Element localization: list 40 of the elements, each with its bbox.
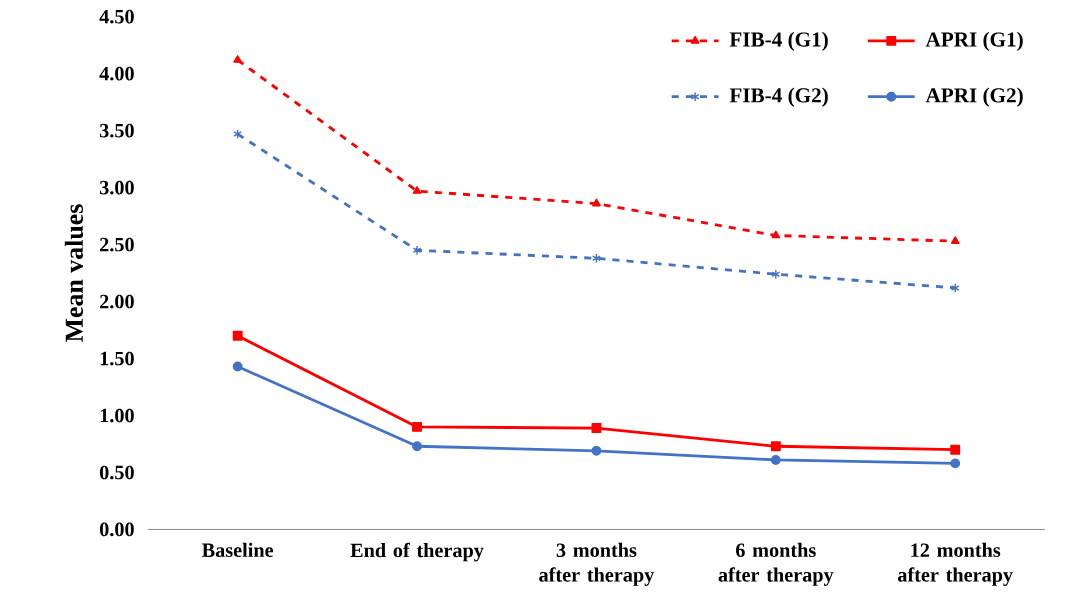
y-tick-label: 3.00: [99, 180, 134, 195]
y-tick-label: 1.50: [100, 351, 134, 366]
point: [950, 444, 961, 455]
y-tick-label: 3.50: [99, 123, 134, 138]
point: [412, 245, 422, 256]
point: [412, 441, 422, 452]
point: [592, 253, 601, 264]
y-tick-label: 2.00: [100, 294, 134, 309]
point: [233, 55, 243, 63]
y-tick-label: 4.00: [99, 66, 134, 81]
legend-label: FIB-4 (G2): [729, 87, 828, 107]
x-tick-label: 12 months after therapy: [898, 542, 1013, 587]
point: [771, 230, 781, 239]
y-tick-label: 0.00: [99, 522, 134, 537]
point: [592, 198, 601, 207]
point: [232, 361, 243, 372]
legend-label: APRI (G2): [925, 87, 1023, 107]
point: [770, 455, 781, 466]
y-axis-title: Mean values: [64, 204, 84, 343]
point: [232, 330, 243, 341]
x-tick-label: Baseline: [202, 542, 274, 558]
x-tick-label: 6 months after therapy: [718, 542, 834, 587]
legend-label: FIB-4 (G1): [729, 31, 828, 52]
point: [950, 236, 960, 245]
point: [591, 446, 602, 456]
y-tick-label: 1.00: [100, 408, 134, 423]
y-tick-label: 4.50: [99, 10, 134, 24]
point: [771, 269, 781, 280]
y-tick-label: 0.50: [99, 465, 134, 480]
point: [770, 441, 781, 452]
point: [233, 129, 243, 140]
point: [950, 458, 961, 469]
x-tick-label: 3 months after therapy: [539, 542, 655, 587]
point: [412, 422, 422, 432]
legend-label: APRI (G1): [925, 31, 1023, 52]
point: [412, 186, 422, 194]
point: [591, 423, 602, 434]
y-tick-label: 2.50: [100, 237, 134, 252]
x-tick-label: End of therapy: [350, 542, 484, 562]
point: [950, 283, 960, 293]
